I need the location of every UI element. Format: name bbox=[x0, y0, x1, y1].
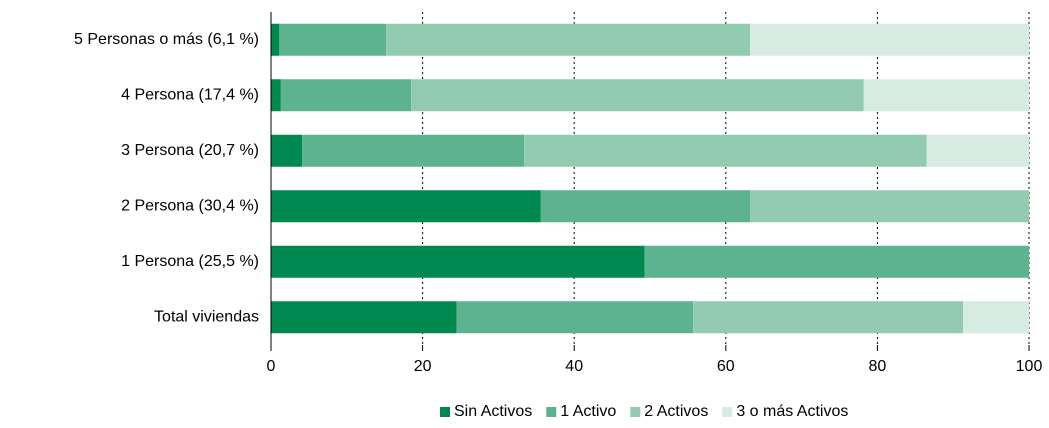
x-tick-label: 40 bbox=[565, 358, 583, 375]
legend-label: 3 o más Activos bbox=[736, 403, 848, 420]
legend-swatch bbox=[722, 407, 733, 417]
bar-segment bbox=[540, 190, 751, 223]
bar-segment bbox=[411, 79, 864, 112]
bar-segment bbox=[926, 134, 1029, 167]
y-tick-label: Total viviendas bbox=[154, 308, 259, 325]
bar-segment bbox=[693, 301, 964, 334]
bar-segment bbox=[271, 134, 303, 167]
bar-segment bbox=[524, 134, 927, 167]
bar-segment bbox=[750, 190, 1029, 223]
bar-segment bbox=[271, 23, 280, 56]
bar-segment bbox=[271, 79, 281, 112]
x-tick-label: 60 bbox=[717, 358, 735, 375]
y-tick-label: 3 Persona (20,7 %) bbox=[121, 142, 259, 159]
legend-swatch bbox=[440, 407, 450, 417]
bar-segment bbox=[863, 79, 1029, 112]
legend-label: Sin Activos bbox=[454, 403, 532, 420]
bar-segment bbox=[302, 134, 525, 167]
bar-segment bbox=[271, 301, 457, 334]
x-tick-label: 20 bbox=[414, 358, 432, 375]
bar-segment bbox=[271, 245, 645, 278]
bar-segment bbox=[644, 245, 1029, 278]
y-tick-label: 1 Persona (25,5 %) bbox=[121, 253, 259, 270]
bar-segment bbox=[386, 23, 751, 56]
bar-segment bbox=[963, 301, 1029, 334]
bar-segment bbox=[280, 79, 412, 112]
legend-label: 2 Activos bbox=[644, 403, 708, 420]
legend-label: 1 Activo bbox=[560, 403, 616, 420]
x-tick-label: 0 bbox=[267, 358, 276, 375]
bar-segment bbox=[750, 23, 1029, 56]
y-tick-label: 2 Persona (30,4 %) bbox=[121, 197, 259, 214]
legend-swatch bbox=[630, 407, 641, 417]
bar-segment bbox=[271, 190, 541, 223]
bar-segment bbox=[456, 301, 694, 334]
x-tick-label: 80 bbox=[869, 358, 887, 375]
legend-swatch bbox=[546, 407, 557, 417]
y-tick-label: 4 Persona (17,4 %) bbox=[121, 86, 259, 103]
bar-segment bbox=[279, 23, 387, 56]
y-tick-label: 5 Personas o más (6,1 %) bbox=[74, 31, 259, 48]
x-tick-label: 100 bbox=[1016, 358, 1043, 375]
